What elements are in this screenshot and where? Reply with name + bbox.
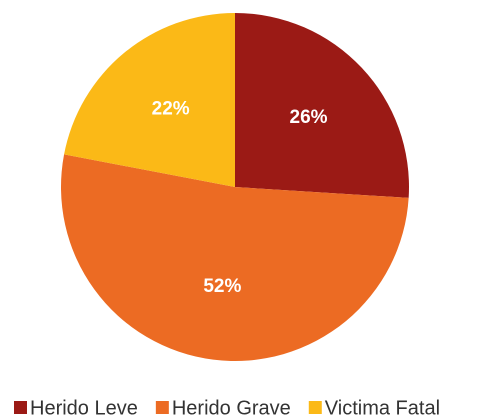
legend-swatch bbox=[308, 401, 322, 414]
pie-slice bbox=[64, 13, 235, 187]
legend-swatch bbox=[155, 401, 169, 414]
data-label: 26% bbox=[290, 107, 328, 128]
pie-slice bbox=[235, 13, 409, 198]
pie-slice bbox=[60, 154, 409, 362]
data-label: 22% bbox=[152, 98, 190, 119]
legend-label: Victima Fatal bbox=[325, 397, 440, 416]
legend-swatch bbox=[14, 401, 27, 414]
data-label: 52% bbox=[203, 276, 241, 297]
legend-label: Herido Grave bbox=[172, 397, 291, 416]
legend-label: Herido Leve bbox=[30, 397, 138, 416]
